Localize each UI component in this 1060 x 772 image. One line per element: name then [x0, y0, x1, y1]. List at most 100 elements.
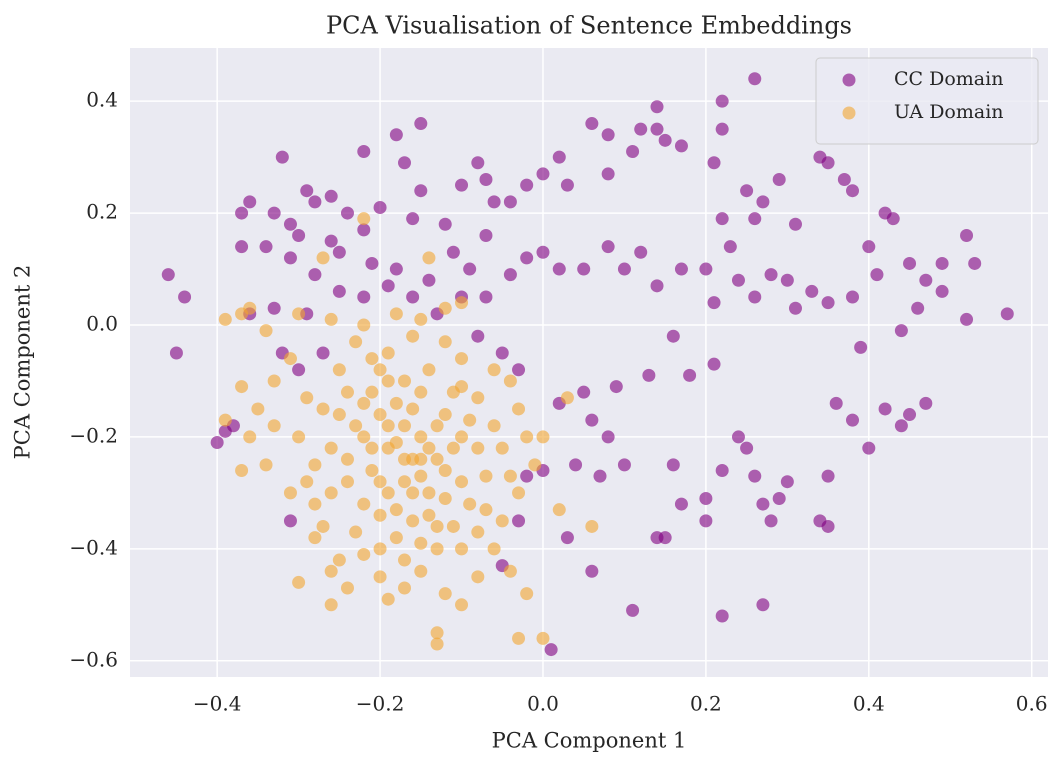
point: [243, 195, 257, 209]
point: [438, 587, 452, 601]
point: [324, 441, 338, 455]
point: [365, 256, 379, 270]
point: [862, 441, 876, 455]
point: [666, 329, 680, 343]
point: [438, 335, 452, 349]
point: [894, 324, 908, 338]
point: [495, 346, 509, 360]
point: [617, 262, 631, 276]
point: [650, 531, 664, 545]
point: [398, 156, 412, 170]
point: [332, 408, 346, 422]
point: [381, 374, 395, 388]
point: [935, 256, 949, 270]
point: [479, 469, 493, 483]
point: [715, 212, 729, 226]
point: [487, 542, 501, 556]
point: [349, 335, 363, 349]
point: [707, 357, 721, 371]
point: [487, 419, 501, 433]
point: [715, 609, 729, 623]
point: [389, 531, 403, 545]
point: [552, 503, 566, 517]
point: [235, 464, 249, 478]
point: [251, 402, 265, 416]
point: [316, 402, 330, 416]
legend-box: [815, 57, 1039, 145]
point: [479, 503, 493, 517]
point: [389, 503, 403, 517]
point: [642, 368, 656, 382]
point: [373, 363, 387, 377]
point: [862, 240, 876, 254]
point: [283, 514, 297, 528]
point: [617, 458, 631, 472]
chart-title: PCA Visualisation of Sentence Embeddings: [326, 12, 852, 40]
point: [846, 290, 860, 304]
point: [381, 486, 395, 500]
point: [463, 262, 477, 276]
point: [292, 307, 306, 321]
point: [503, 374, 517, 388]
point: [528, 458, 542, 472]
point: [398, 553, 412, 567]
point: [235, 380, 249, 394]
point: [438, 408, 452, 422]
point: [373, 542, 387, 556]
point: [968, 256, 982, 270]
point: [283, 352, 297, 366]
point: [723, 240, 737, 254]
point: [650, 122, 664, 136]
point: [365, 464, 379, 478]
legend-label: CC Domain: [894, 68, 1003, 90]
point: [389, 396, 403, 410]
point: [430, 637, 444, 651]
point: [740, 441, 754, 455]
point: [674, 139, 688, 153]
point: [300, 184, 314, 198]
point: [267, 419, 281, 433]
point: [406, 290, 420, 304]
point: [438, 217, 452, 231]
point: [829, 396, 843, 410]
point: [332, 245, 346, 259]
point: [406, 514, 420, 528]
point: [414, 536, 428, 550]
point: [430, 519, 444, 533]
point: [870, 268, 884, 282]
y-tick-label: −0.2: [69, 423, 118, 447]
point: [846, 413, 860, 427]
point: [340, 206, 354, 220]
point: [715, 94, 729, 108]
point: [960, 228, 974, 242]
point: [275, 150, 289, 164]
point: [455, 380, 469, 394]
point: [731, 273, 745, 287]
point: [398, 452, 412, 466]
point: [544, 643, 558, 657]
point: [764, 268, 778, 282]
point: [585, 519, 599, 533]
x-tick-label: −0.4: [193, 692, 242, 716]
point: [512, 631, 526, 645]
point: [772, 173, 786, 187]
point: [601, 167, 615, 181]
point: [715, 464, 729, 478]
point: [601, 240, 615, 254]
point: [780, 273, 794, 287]
y-axis-label: PCA Component 2: [11, 265, 35, 460]
x-tick-label: 0.0: [527, 692, 559, 716]
point: [764, 514, 778, 528]
point: [430, 626, 444, 640]
point: [324, 598, 338, 612]
point: [699, 514, 713, 528]
point: [512, 402, 526, 416]
point: [585, 117, 599, 131]
point: [479, 228, 493, 242]
point: [365, 441, 379, 455]
point: [520, 251, 534, 265]
point: [903, 256, 917, 270]
point: [389, 262, 403, 276]
point: [340, 475, 354, 489]
point: [650, 100, 664, 114]
